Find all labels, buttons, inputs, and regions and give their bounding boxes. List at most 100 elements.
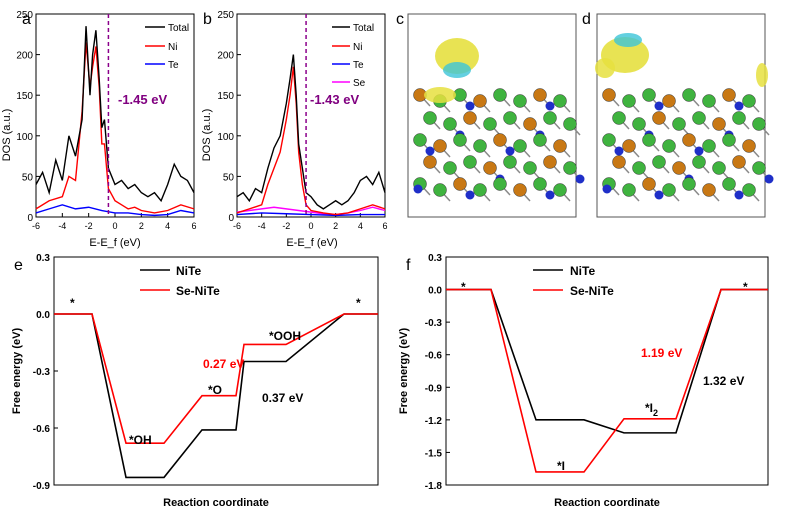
state-label-o-e: *O — [208, 383, 222, 397]
charge-density-lobe2-d — [595, 58, 615, 78]
b-series-total — [236, 54, 386, 210]
d-atom-35 — [662, 183, 676, 197]
c-atom-edge — [413, 184, 423, 194]
state-label-oh-e: *OH — [129, 433, 152, 447]
b-ytick-label-2: 100 — [217, 132, 234, 143]
state-label-ooh-e: *OOH — [269, 329, 301, 343]
c-atom-33 — [433, 183, 447, 197]
d-atom-te-21 — [694, 146, 704, 156]
d-atom-6 — [722, 88, 736, 102]
d-atom-3 — [662, 94, 676, 108]
c-atom-16 — [413, 133, 427, 147]
c-atom-25 — [443, 161, 457, 175]
c-atom-35 — [473, 183, 487, 197]
d-atom-31 — [752, 161, 766, 175]
d-atom-edge — [602, 184, 612, 194]
ylabel-a: DOS (a.u.) — [1, 109, 13, 162]
f-ytick-label-7: -1.8 — [425, 481, 443, 492]
a-xtick-label-3: 0 — [112, 221, 117, 231]
b-xtick-label-6: 6 — [382, 221, 387, 231]
d-atom-4 — [682, 88, 696, 102]
c-atom-27 — [483, 161, 497, 175]
legend-text-ni-a: Ni — [168, 42, 177, 53]
panel-letter-d: d — [582, 11, 591, 28]
c-atom-9 — [443, 117, 457, 131]
legend-b: Total Ni Te Se — [332, 23, 374, 89]
d-atom-te-32 — [764, 174, 774, 184]
d-atom-7 — [742, 94, 756, 108]
c-atom-19 — [473, 139, 487, 153]
d-atom-10 — [652, 111, 666, 125]
legend-text-se-b: Se — [353, 78, 366, 89]
c-atom-te-3 — [465, 101, 475, 111]
c-atom-22 — [533, 133, 547, 147]
c-atom-12 — [503, 111, 517, 125]
d-atom-19 — [662, 139, 676, 153]
b-xtick-label-5: 4 — [358, 221, 363, 231]
c-atom-4 — [493, 88, 507, 102]
c-atom-te-17 — [425, 146, 435, 156]
d-atom-30 — [732, 155, 746, 169]
a-ytick-label-1: 50 — [22, 172, 34, 183]
a-xtick-label-1: -4 — [58, 221, 66, 231]
legend-text-total-b: Total — [353, 23, 374, 34]
f-ytick-label-3: -0.6 — [425, 351, 443, 362]
c-atom-8 — [423, 111, 437, 125]
c-atom-29 — [523, 161, 537, 175]
c-atom-21 — [513, 139, 527, 153]
c-atom-38 — [533, 177, 547, 191]
d-atom-17 — [622, 139, 636, 153]
f-ytick-label-6: -1.5 — [425, 448, 443, 459]
charge-density-lobe2-c — [424, 87, 456, 103]
d-atom-te-7 — [734, 101, 744, 111]
d-atom-23 — [742, 139, 756, 153]
chart-a: 0 50 100 150 200 250 -6 -4 -2 0 2 4 6 -1.45 eV DOS … — [1, 10, 197, 249]
c-atom-26 — [463, 155, 477, 169]
state-label-start-e: * — [70, 296, 75, 310]
b-xtick-label-2: -2 — [282, 221, 290, 231]
c-atom-17 — [433, 139, 447, 153]
a-xtick-label-4: 2 — [139, 221, 144, 231]
d-atom-te-39 — [734, 190, 744, 200]
a-ytick-label-2: 100 — [16, 132, 33, 143]
legend-text-te-a: Te — [168, 60, 179, 71]
d-atom-te-17 — [614, 146, 624, 156]
f-ytick-label-1: 0.0 — [428, 286, 442, 297]
b-ytick-label-5: 250 — [217, 10, 234, 21]
state-label-end-f: * — [743, 280, 748, 294]
d-atom-27 — [672, 161, 686, 175]
c-atom-18 — [453, 133, 467, 147]
c-atom-28 — [503, 155, 517, 169]
c-atom-15 — [563, 117, 577, 131]
e-ytick-label-2: -0.3 — [33, 367, 51, 378]
c-atom-te-21 — [505, 146, 515, 156]
b-ytick-label-3: 150 — [217, 91, 234, 102]
c-atom-11 — [483, 117, 497, 131]
legend-text-te-b: Te — [353, 60, 364, 71]
ylabel-f: Free energy (eV) — [398, 328, 410, 415]
legend-text-nite-e: NiTe — [176, 264, 201, 278]
b-xtick-label-1: -4 — [258, 221, 266, 231]
b-ytick-label-4: 200 — [217, 51, 234, 62]
xlabel-e: Reaction coordinate — [163, 497, 269, 509]
a-ytick-label-5: 250 — [16, 10, 33, 21]
structure-image-c — [407, 13, 585, 218]
c-atom-24 — [423, 155, 437, 169]
panel-letter-b: b — [203, 11, 212, 28]
d-atom-0 — [602, 88, 616, 102]
charge-depletion-lobe-d — [614, 33, 642, 47]
f-series-se-nite — [446, 288, 768, 473]
d-atom-8 — [612, 111, 626, 125]
e-ytick-label-4: -0.9 — [33, 481, 51, 492]
state-label-i2-sub: 2 — [653, 408, 658, 418]
d-atom-16 — [602, 133, 616, 147]
ylabel-b: DOS (a.u.) — [201, 109, 213, 162]
d-atom-9 — [632, 117, 646, 131]
chart-f: 0.3 0.0 -0.3 -0.6 -0.9 -1.2 -1.5 -1.8 Free ener… — [398, 253, 769, 509]
d-atom-11 — [672, 117, 686, 131]
legend-f: NiTe Se-NiTe — [533, 264, 614, 298]
state-label-i-f: *I — [557, 459, 565, 473]
b-xtick-label-0: -6 — [233, 221, 241, 231]
c-atom-36 — [493, 177, 507, 191]
c-atom-39 — [553, 183, 567, 197]
